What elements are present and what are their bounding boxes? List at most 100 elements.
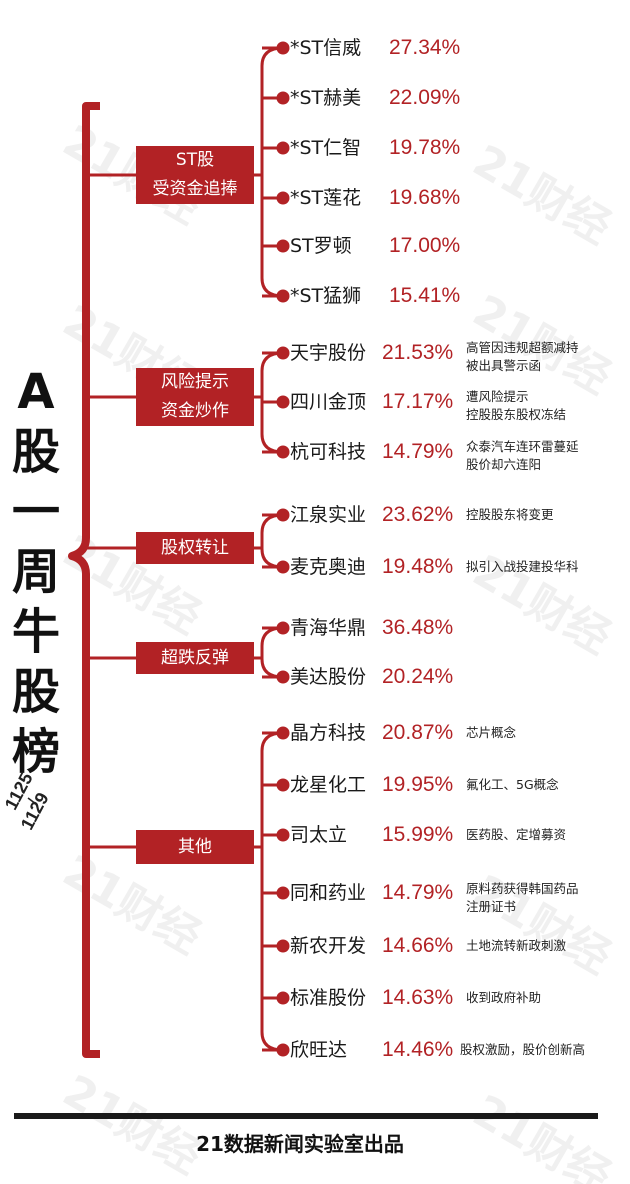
- category-label: ST股受资金追捧: [136, 146, 254, 204]
- stock-name: 司太立: [290, 824, 348, 846]
- stock-note: 氟化工、5G概念: [466, 776, 559, 794]
- item-dot: [276, 991, 290, 1005]
- category-label-line: 受资金追捧: [152, 179, 238, 199]
- stock-note: 股权激励，股价创新高: [460, 1041, 585, 1059]
- stock-note-line: 芯片概念: [466, 725, 517, 740]
- weekly-gain: 19.48%: [382, 555, 454, 578]
- item-dot: [276, 621, 290, 635]
- item-dot: [276, 508, 290, 522]
- item-dot: [276, 939, 290, 953]
- footer-credit: 21数据新闻实验室出品: [196, 1132, 404, 1156]
- weekly-gain: 20.24%: [382, 665, 454, 688]
- stock-note: 土地流转新政刺激: [466, 937, 566, 955]
- stock-name: 龙星化工: [290, 774, 367, 796]
- title-char: A: [17, 364, 55, 420]
- item-dot: [276, 91, 290, 105]
- item-dot: [276, 886, 290, 900]
- stock-note-line: 控股股东将变更: [466, 507, 554, 522]
- category-label-line: 超跌反弹: [161, 648, 229, 668]
- stock-note-line: 土地流转新政刺激: [466, 938, 567, 953]
- stock-note: 原料药获得韩国药品 注册证书: [466, 880, 579, 916]
- weekly-gain: 14.79%: [382, 881, 454, 904]
- item-dot: [276, 778, 290, 792]
- category-label-line: 股权转让: [161, 538, 229, 558]
- weekly-gain: 14.63%: [382, 986, 454, 1009]
- category-label-line: 其他: [178, 837, 212, 857]
- category-label-line: 风险提示: [161, 372, 229, 392]
- title-char: 一: [11, 484, 60, 540]
- stock-name: *ST赫美: [290, 87, 362, 109]
- stock-note-line: 被出具警示函: [466, 358, 542, 373]
- item-dot: [276, 141, 290, 155]
- stock-note: 控股股东将变更: [466, 506, 554, 524]
- item-dot: [276, 41, 290, 55]
- date-range: 1125 1129: [1, 769, 70, 833]
- weekly-gain: 20.87%: [382, 721, 454, 744]
- weekly-gain: 19.78%: [389, 136, 461, 159]
- stock-note-line: 注册证书: [466, 899, 517, 914]
- item-dot: [276, 726, 290, 740]
- stock-note-line: 遭风险提示: [466, 389, 529, 404]
- stock-name: ST罗顿: [290, 235, 352, 257]
- weekly-gain: 36.48%: [382, 616, 454, 639]
- title-char: 周: [11, 544, 60, 600]
- category-label: 风险提示 资金炒作: [136, 368, 254, 426]
- weekly-gain: 19.68%: [389, 186, 461, 209]
- main-brace: [68, 102, 100, 1058]
- stock-name: 欣旺达: [290, 1039, 348, 1061]
- item-dot: [276, 191, 290, 205]
- main-title: A 股 一 周 牛 股 榜: [10, 362, 62, 782]
- footer-divider: [14, 1113, 598, 1119]
- stock-note-line: 众泰汽车连环雷蔓延: [466, 439, 579, 454]
- stock-note: 高管因违规超额减持 被出具警示函: [466, 339, 579, 375]
- group-bracket: [260, 46, 284, 298]
- stock-name: 四川金顶: [290, 391, 367, 413]
- stock-name: 杭可科技: [290, 441, 367, 463]
- title-char: 股: [11, 424, 60, 480]
- weekly-gain: 14.66%: [382, 934, 454, 957]
- stock-name: *ST莲花: [290, 187, 362, 209]
- item-dot: [276, 445, 290, 459]
- stock-note-line: 收到政府补助: [466, 990, 542, 1005]
- stock-note-line: 高管因违规超额减持: [466, 340, 579, 355]
- weekly-gain: 14.46%: [382, 1038, 454, 1061]
- category-label: 超跌反弹: [136, 642, 254, 674]
- weekly-gain: 17.17%: [382, 390, 454, 413]
- category-label-line: 资金炒作: [161, 401, 229, 421]
- category-label: 股权转让: [136, 532, 254, 564]
- stock-note-line: 控股股东股权冻结: [466, 407, 567, 422]
- stock-note-line: 氟化工、5G概念: [466, 777, 559, 792]
- title-char: 股: [11, 664, 60, 720]
- stock-name: 麦克奥迪: [290, 556, 367, 578]
- stock-note-line: 股权激励，股价创新高: [460, 1042, 586, 1057]
- stock-note: 拟引入战投建投华科: [466, 558, 579, 576]
- stock-note-line: 股价却六连阳: [466, 457, 542, 472]
- weekly-gain: 14.79%: [382, 440, 454, 463]
- stock-name: 天宇股份: [290, 342, 367, 364]
- stock-name: 晶方科技: [290, 722, 367, 744]
- item-dot: [276, 828, 290, 842]
- item-dot: [276, 670, 290, 684]
- date-dash: [27, 797, 37, 805]
- weekly-gain: 15.99%: [382, 823, 454, 846]
- stock-name: 同和药业: [290, 882, 367, 904]
- stock-name: 新农开发: [290, 935, 367, 957]
- item-dot: [276, 1043, 290, 1057]
- stock-note: 遭风险提示控股股东股权冻结: [466, 388, 566, 424]
- stock-name: 青海华鼎: [290, 617, 367, 639]
- stock-name: *ST信威: [290, 37, 362, 59]
- category-label-line: ST股: [175, 150, 215, 170]
- stock-note: 芯片概念: [466, 724, 516, 742]
- weekly-gain: 17.00%: [389, 234, 461, 257]
- weekly-gain: 21.53%: [382, 341, 454, 364]
- weekly-gain: 23.62%: [382, 503, 454, 526]
- stock-note-line: 拟引入战投建投华科: [466, 559, 579, 574]
- stock-name: *ST猛狮: [290, 285, 362, 307]
- weekly-gain: 22.09%: [389, 86, 461, 109]
- weekly-gain: 15.41%: [389, 284, 461, 307]
- title-char: 榜: [11, 724, 60, 780]
- stock-note-line: 原料药获得韩国药品: [466, 881, 579, 896]
- stock-name: 美达股份: [290, 666, 367, 688]
- item-dot: [276, 395, 290, 409]
